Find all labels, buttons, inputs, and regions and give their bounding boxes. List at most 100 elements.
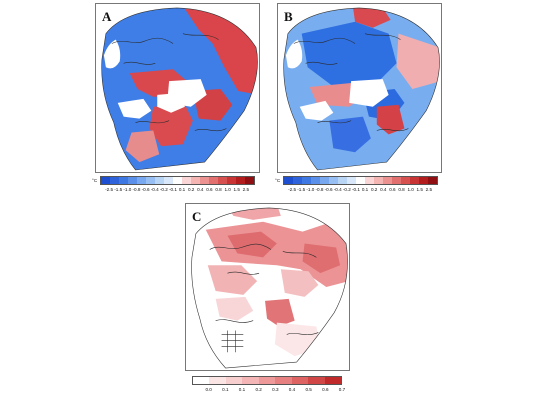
colorbar-swatch (308, 377, 325, 384)
colorbar-tick-label: 0.6 (322, 387, 329, 392)
colorbar-tick-label: 1.0 (224, 187, 231, 192)
colorbar-b-ticks: -2.5 -1.5 -1.0 -0.8 -0.6 -0.4 -0.2 -0.1 0.1 0.2 0.… (283, 187, 438, 196)
colorbar-swatch (258, 377, 276, 384)
colorbar-swatch (320, 177, 329, 184)
colorbar-tick-label: 0.1 (238, 387, 246, 392)
colorbar-tick-label: -0.6 (141, 187, 150, 192)
colorbar-tick-label: -0.8 (132, 187, 141, 192)
colorbar-swatch (242, 377, 259, 384)
colorbar-swatch (291, 377, 309, 384)
colorbar-tick-label: -2.5 (288, 187, 297, 192)
panel-label-c: C (192, 209, 202, 224)
colorbar-tick-label: -1.5 (297, 187, 306, 192)
colorbar-tick-label: -0.2 (342, 187, 351, 192)
map-b (283, 7, 440, 171)
colorbar-swatch (182, 177, 191, 184)
colorbar-b: °C -2.5 -1.5 -1.0 -0.8 -0.6 -0.4 -0.2 -0.1 0.1 0.… (275, 176, 438, 198)
colorbar-swatch (191, 177, 200, 184)
colorbar-a-unit: °C (92, 178, 98, 183)
colorbar-tick-label: -0.8 (315, 187, 324, 192)
colorbar-c-swatches (192, 376, 342, 385)
colorbar-tick-label: -0.6 (324, 187, 333, 192)
colorbar-tick-label: 0.8 (398, 187, 405, 192)
colorbar-swatch (173, 177, 182, 184)
colorbar-swatch (128, 177, 137, 184)
colorbar-tick-label: 0.2 (370, 187, 378, 192)
colorbar-swatch (311, 177, 320, 184)
colorbar-tick-label: -0.1 (168, 187, 177, 192)
colorbar-b-swatches (283, 176, 438, 185)
colorbar-tick-label: -0.4 (150, 187, 159, 192)
colorbar-swatch (356, 177, 365, 184)
colorbar-swatch (101, 177, 110, 184)
colorbar-tick-label: 2.5 (242, 187, 250, 192)
colorbar-swatch (410, 177, 419, 184)
colorbar-tick-label: 0.4 (380, 187, 387, 192)
colorbar-swatch (155, 177, 164, 184)
colorbar-tick-label: -2.5 (105, 187, 114, 192)
colorbar-tick-label: 0.2 (187, 187, 195, 192)
colorbar-swatch (137, 177, 146, 184)
colorbar-tick-label: -0.1 (351, 187, 360, 192)
map-a (101, 7, 258, 171)
map-panel-a: A (95, 3, 260, 173)
colorbar-swatch (365, 177, 374, 184)
colorbar-swatch (324, 377, 341, 384)
colorbar-a-swatches (100, 176, 255, 185)
colorbar-tick-label: -1.0 (306, 187, 315, 192)
colorbar-tick-label: 0.8 (215, 187, 222, 192)
map-panel-b: B (277, 3, 442, 173)
colorbar-b-unit: °C (275, 178, 281, 183)
colorbar-swatch (209, 377, 226, 384)
colorbar-swatch (146, 177, 155, 184)
colorbar-tick-label: 0.1 (222, 387, 229, 392)
panel-label-b: B (284, 9, 293, 24)
colorbar-tick-label: 1.5 (233, 187, 240, 192)
colorbar-swatch (383, 177, 392, 184)
colorbar-a: °C -2.5 -1.5 -1.0 -0.8 -0.6 -0.4 -0.2 -0.1 0.1 0.… (92, 176, 255, 198)
colorbar-tick-label: 0.6 (389, 187, 396, 192)
colorbar-c: 0.0 0.1 0.1 0.2 0.3 0.4 0.5 0.6 0.7 (192, 376, 346, 398)
colorbar-tick-label: -1.0 (123, 187, 132, 192)
colorbar-swatch (225, 377, 243, 384)
colorbar-swatch (347, 177, 356, 184)
colorbar-tick-label: 0.4 (197, 187, 204, 192)
colorbar-swatch (193, 377, 210, 384)
colorbar-swatch (119, 177, 128, 184)
colorbar-swatch (218, 177, 227, 184)
colorbar-tick-label: 0.3 (272, 387, 279, 392)
colorbar-swatch (275, 377, 292, 384)
colorbar-swatch (419, 177, 428, 184)
colorbar-tick-label: -0.2 (159, 187, 168, 192)
colorbar-tick-label: 0.5 (305, 387, 312, 392)
colorbar-swatch (245, 177, 254, 184)
colorbar-swatch (329, 177, 338, 184)
colorbar-swatch (338, 177, 347, 184)
colorbar-swatch (392, 177, 401, 184)
colorbar-tick-label: 0.4 (288, 387, 296, 392)
colorbar-tick-label: -1.5 (114, 187, 123, 192)
colorbar-swatch (164, 177, 173, 184)
colorbar-swatch (302, 177, 311, 184)
map-panel-c: C (185, 203, 350, 371)
colorbar-tick-label: 0.0 (205, 387, 212, 392)
colorbar-swatch (374, 177, 383, 184)
colorbar-swatch (227, 177, 236, 184)
colorbar-swatch (293, 177, 302, 184)
colorbar-tick-label: 0.1 (361, 187, 369, 192)
colorbar-swatch (200, 177, 209, 184)
colorbar-tick-label: 0.1 (178, 187, 186, 192)
colorbar-tick-label: 2.5 (425, 187, 433, 192)
colorbar-tick-label: -0.4 (333, 187, 342, 192)
colorbar-tick-label: 0.6 (206, 187, 213, 192)
colorbar-a-ticks: -2.5 -1.5 -1.0 -0.8 -0.6 -0.4 -0.2 -0.1 0.1 0.2 0.… (100, 187, 255, 196)
colorbar-c-ticks: 0.0 0.1 0.1 0.2 0.3 0.4 0.5 0.6 0.7 (192, 387, 346, 396)
colorbar-tick-label: 0.2 (255, 387, 262, 392)
colorbar-swatch (428, 177, 437, 184)
colorbar-tick-label: 0.7 (338, 387, 346, 392)
colorbar-swatch (209, 177, 218, 184)
colorbar-tick-label: 1.5 (416, 187, 423, 192)
colorbar-swatch (110, 177, 119, 184)
colorbar-swatch (236, 177, 245, 184)
colorbar-tick-label: 1.0 (407, 187, 414, 192)
